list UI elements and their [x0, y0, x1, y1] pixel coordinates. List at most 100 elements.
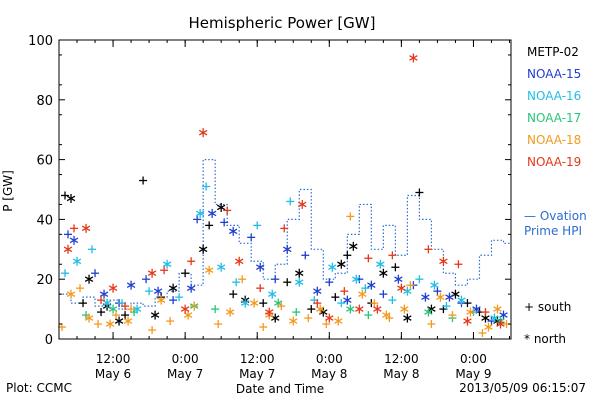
- north-marker: [240, 298, 250, 308]
- south-marker: [220, 218, 229, 227]
- south-marker: [211, 305, 220, 314]
- north-marker: [84, 274, 94, 284]
- marker-stroke: [472, 306, 481, 312]
- south-marker: [391, 263, 400, 272]
- marker-stroke: [66, 195, 76, 202]
- legend-entry: NOAA-19: [527, 155, 581, 169]
- north-marker: [451, 289, 460, 299]
- marker-stroke: [325, 315, 334, 321]
- north-marker: [216, 262, 226, 272]
- marker-stroke: [421, 294, 430, 300]
- marker-stroke: [168, 285, 178, 291]
- y-tick-label: 60: [36, 154, 53, 169]
- marker-stroke: [328, 264, 337, 271]
- north-marker: [126, 280, 136, 290]
- marker-stroke: [204, 267, 214, 274]
- north-marker: [484, 322, 493, 332]
- south-marker: [313, 299, 322, 308]
- marker-stroke: [316, 306, 325, 312]
- marker-stroke: [72, 258, 82, 265]
- marker-stroke: [337, 261, 346, 268]
- north-marker: [496, 319, 505, 329]
- marker-stroke: [63, 246, 73, 253]
- north-marker: [186, 283, 196, 293]
- south-marker: [301, 251, 310, 260]
- south-marker: [247, 233, 256, 242]
- x-tick-time: 12:00: [384, 352, 419, 366]
- north-marker: [84, 313, 94, 323]
- north-marker: [421, 292, 430, 302]
- south-marker: [481, 308, 490, 317]
- north-marker: [313, 286, 322, 296]
- north-marker: [105, 319, 115, 329]
- legend-south-marker: + south: [524, 300, 571, 314]
- south-marker: [127, 305, 136, 314]
- marker-stroke: [108, 285, 118, 291]
- north-marker: [256, 262, 265, 272]
- north-marker: [102, 298, 112, 308]
- marker-stroke: [249, 300, 259, 306]
- south-marker: [214, 320, 223, 329]
- north-marker: [376, 259, 385, 269]
- x-tick-time: 0:00: [172, 352, 199, 366]
- north-marker: [225, 307, 235, 317]
- north-marker: [147, 268, 157, 278]
- marker-stroke: [265, 309, 274, 315]
- marker-stroke: [439, 258, 448, 265]
- marker-stroke: [493, 306, 502, 312]
- south-marker: [76, 284, 85, 293]
- x-tick-time: 12:00: [240, 352, 275, 366]
- legend-entry: NOAA-16: [527, 89, 581, 103]
- south-marker: [343, 251, 352, 260]
- north-marker: [430, 280, 439, 290]
- south-marker: [175, 293, 184, 302]
- marker-stroke: [355, 306, 364, 312]
- marker-stroke: [216, 264, 226, 271]
- south-marker: [193, 215, 202, 224]
- x-tick-date: May 6: [95, 367, 131, 381]
- north-marker: [283, 244, 292, 254]
- marker-stroke: [228, 228, 238, 235]
- marker-stroke: [132, 306, 142, 312]
- marker-stroke: [180, 306, 190, 312]
- south-marker: [121, 311, 130, 320]
- south-marker: [229, 290, 238, 299]
- y-tick-label: 100: [28, 34, 53, 49]
- south-marker: [415, 275, 424, 284]
- south-marker: [223, 206, 232, 215]
- marker-stroke: [379, 270, 388, 277]
- marker-stroke: [216, 204, 226, 211]
- marker-stroke: [153, 288, 163, 294]
- south-marker: [442, 302, 451, 311]
- south-marker: [370, 299, 379, 308]
- north-marker: [168, 283, 178, 293]
- marker-stroke: [108, 306, 118, 312]
- marker-stroke: [123, 318, 133, 324]
- x-axis-label: Date and Time: [236, 382, 324, 396]
- south-marker: [307, 305, 316, 314]
- south-marker: [145, 287, 154, 296]
- marker-stroke: [376, 261, 385, 268]
- marker-stroke: [195, 210, 205, 217]
- north-marker: [382, 310, 391, 320]
- marker-stroke: [207, 210, 217, 217]
- south-marker: [325, 278, 334, 287]
- north-marker: [198, 128, 208, 138]
- plot-timestamp: 2013/05/09 06:15:07: [459, 381, 586, 395]
- legend-entry: NOAA-18: [527, 133, 581, 147]
- marker-stroke: [358, 291, 367, 297]
- north-marker: [373, 304, 382, 314]
- north-marker: [63, 244, 73, 254]
- marker-stroke: [400, 306, 409, 312]
- south-marker: [259, 299, 268, 308]
- north-marker: [271, 313, 280, 323]
- marker-stroke: [147, 270, 157, 277]
- south-marker: [337, 299, 346, 308]
- marker-stroke: [481, 315, 490, 321]
- marker-stroke: [367, 282, 376, 288]
- south-marker: [388, 296, 397, 305]
- north-marker: [123, 316, 133, 326]
- north-marker: [156, 295, 166, 305]
- south-marker: [205, 221, 214, 230]
- north-marker: [436, 292, 445, 302]
